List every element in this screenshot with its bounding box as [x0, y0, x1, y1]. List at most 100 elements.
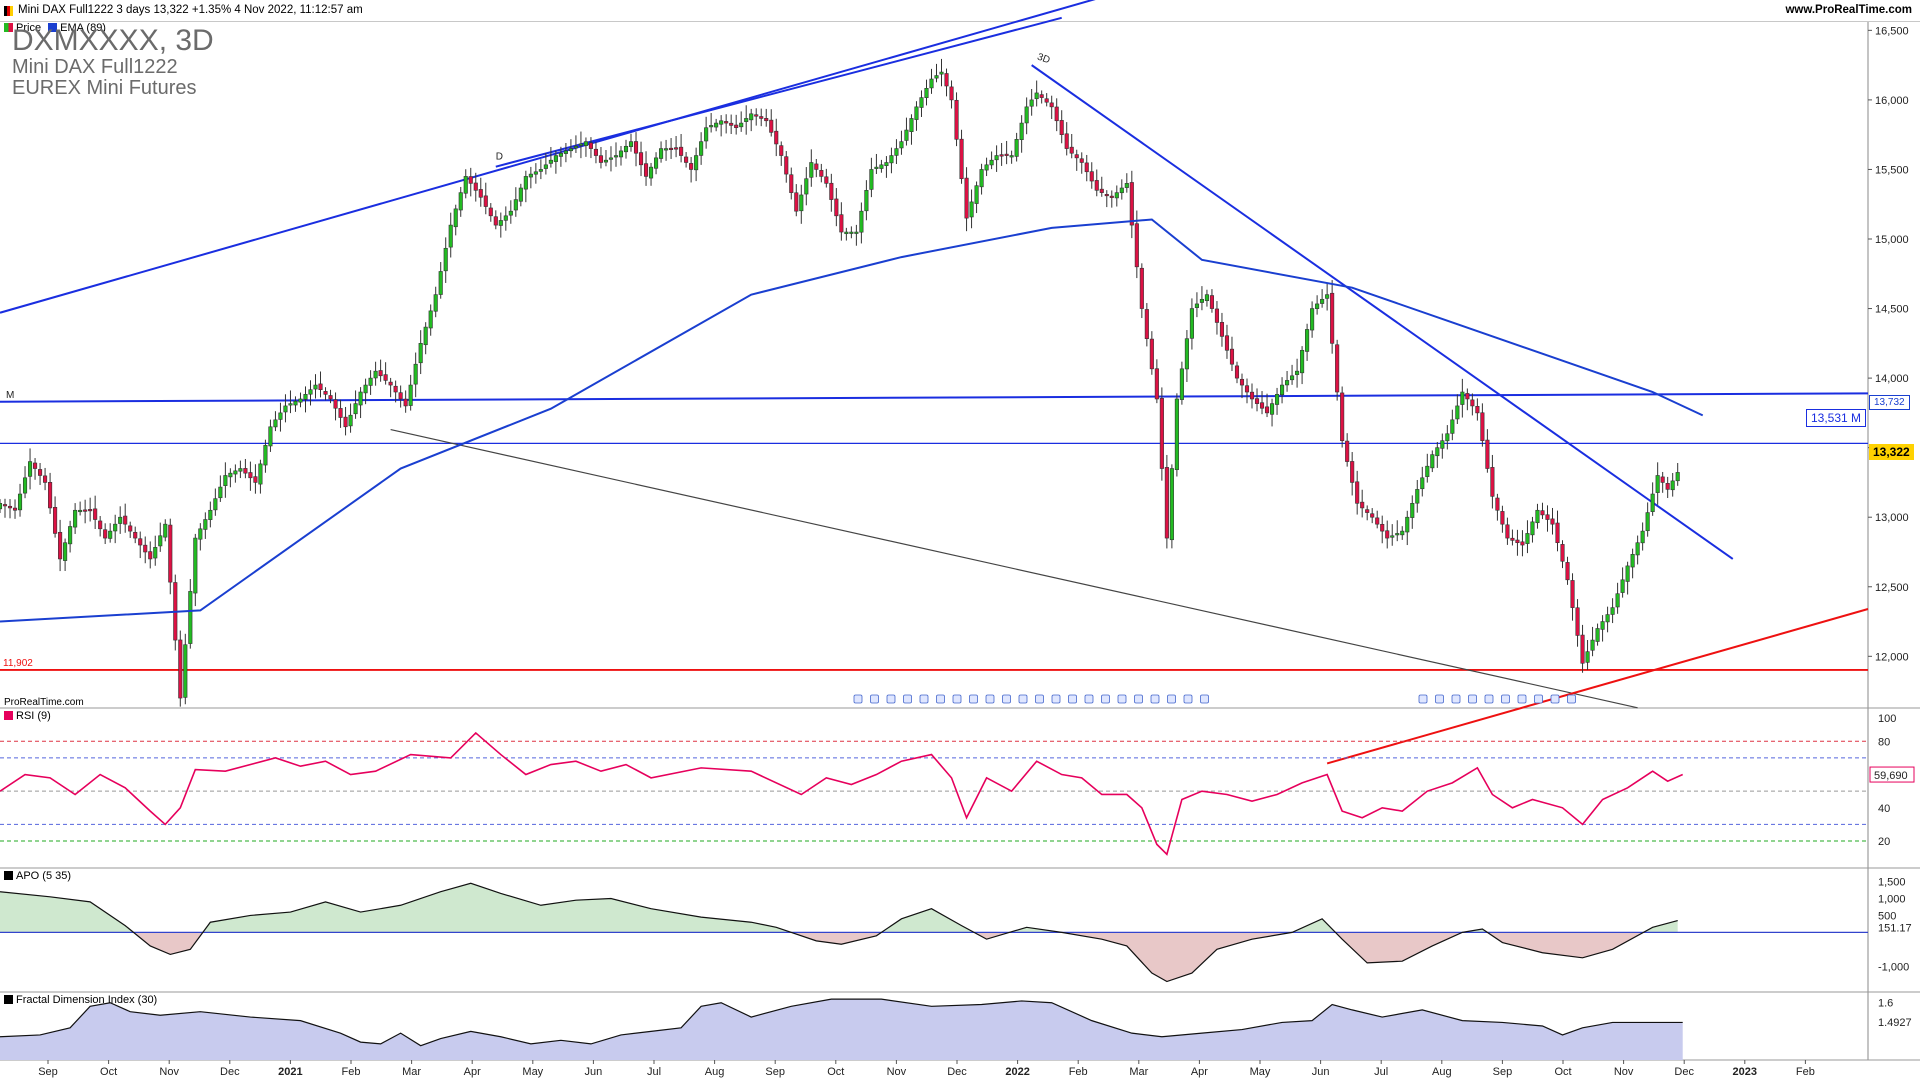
event-marker-icon — [1534, 694, 1543, 704]
candle-body — [7, 505, 13, 509]
price-tick-label: 15,000 — [1875, 234, 1909, 246]
trendline-descending-resistance — [1031, 64, 1734, 560]
event-marker-icon — [919, 694, 929, 704]
apo-legend-label: APO (5 35) — [16, 870, 72, 882]
candle-body — [1580, 634, 1585, 664]
candle-body — [1425, 465, 1430, 477]
candle-body — [283, 405, 288, 413]
candle-body — [684, 156, 689, 163]
candle-body — [1009, 155, 1014, 158]
time-tick-label: May — [1250, 1066, 1271, 1078]
candle-body — [353, 403, 358, 415]
event-marker-icon — [985, 694, 995, 704]
candle-body — [1470, 399, 1475, 407]
candle-body — [869, 169, 874, 190]
candle-body — [88, 509, 93, 512]
rsi-last-tag — [1869, 766, 1915, 783]
candle-body — [17, 493, 23, 511]
candle-body — [1019, 122, 1024, 140]
candle-body — [1069, 146, 1074, 154]
price-legend[interactable]: Price EMA (89) — [4, 22, 106, 34]
candle-body — [1345, 440, 1350, 462]
resistance-price-tag: 13,531 M — [1806, 409, 1867, 427]
rsi-tick-label: 80 — [1878, 736, 1890, 748]
candle-body — [243, 468, 248, 474]
candle-body — [438, 271, 443, 295]
candle-body — [904, 129, 909, 141]
candle-body — [1430, 454, 1435, 469]
candle-body — [809, 162, 814, 178]
candle-body — [734, 124, 739, 129]
candle-body — [503, 215, 508, 221]
event-marker-icon — [870, 694, 879, 704]
candle-body — [338, 408, 343, 418]
candle-body — [669, 147, 674, 150]
candle-body — [1500, 511, 1505, 525]
candle-body — [343, 416, 348, 428]
price-tick-label: 14,500 — [1875, 304, 1909, 316]
time-tick-label: Jun — [585, 1066, 603, 1078]
candle-body — [1340, 392, 1345, 442]
candle-body — [764, 118, 769, 122]
candle-body — [273, 419, 278, 428]
candle-body — [553, 155, 558, 162]
candle-body — [418, 343, 423, 364]
candle-body — [834, 198, 839, 217]
fdi-tick-label: 1.6 — [1878, 998, 1893, 1010]
time-tick-label: Dec — [947, 1066, 967, 1078]
candle-body — [974, 185, 979, 204]
candle-body — [1360, 501, 1365, 509]
candle-body — [1460, 391, 1465, 405]
candle-body — [163, 523, 168, 538]
candle-body — [148, 551, 153, 560]
candle-body — [1264, 406, 1270, 414]
candle-body — [1274, 394, 1280, 405]
candle-body — [1199, 298, 1204, 303]
candle-body — [638, 152, 644, 166]
candle-body — [433, 294, 438, 312]
candle-body — [969, 201, 974, 218]
candle-body — [293, 400, 298, 406]
candle-body — [1575, 607, 1580, 636]
candle-body — [759, 116, 764, 119]
apo-tick-label: 1,000 — [1878, 894, 1906, 906]
candle-body — [1670, 480, 1675, 491]
event-marker-icon — [1200, 694, 1209, 704]
candle-body — [38, 469, 43, 476]
candle-body — [238, 468, 243, 472]
price-tick-label: 15,500 — [1875, 164, 1909, 176]
candle-body — [548, 159, 553, 164]
fdi-area — [0, 999, 1683, 1060]
candle-body — [1164, 467, 1169, 539]
candle-body — [78, 509, 83, 513]
candle-body — [413, 363, 418, 385]
candle-body — [1455, 405, 1460, 420]
site-link[interactable]: www.ProRealTime.com — [1785, 4, 1912, 16]
candle-body — [528, 173, 533, 178]
time-tick-label: Sep — [1493, 1066, 1513, 1078]
candle-body — [288, 403, 293, 406]
rsi-tick-label: 40 — [1878, 803, 1890, 815]
candle-body — [1189, 308, 1194, 339]
candle-body — [183, 644, 188, 698]
candle-body — [874, 166, 879, 169]
candle-body — [478, 189, 483, 198]
candle-body — [208, 509, 213, 520]
candle-body — [784, 156, 789, 175]
candle-body — [1064, 133, 1069, 149]
apo-line — [0, 882, 1678, 983]
apo-positive-area — [0, 883, 1678, 933]
event-marker-icon — [1501, 694, 1510, 704]
candle-body — [1545, 514, 1550, 520]
candle-body — [1655, 475, 1660, 493]
candle-body — [328, 395, 333, 400]
candle-body — [694, 155, 699, 171]
time-tick-label: Nov — [887, 1066, 907, 1078]
time-tick-label: Sep — [38, 1066, 58, 1078]
candle-body — [213, 498, 218, 511]
candle-body — [63, 542, 68, 561]
candle-body — [648, 166, 654, 179]
candle-body — [1024, 106, 1029, 124]
time-tick-label: Dec — [1674, 1066, 1694, 1078]
